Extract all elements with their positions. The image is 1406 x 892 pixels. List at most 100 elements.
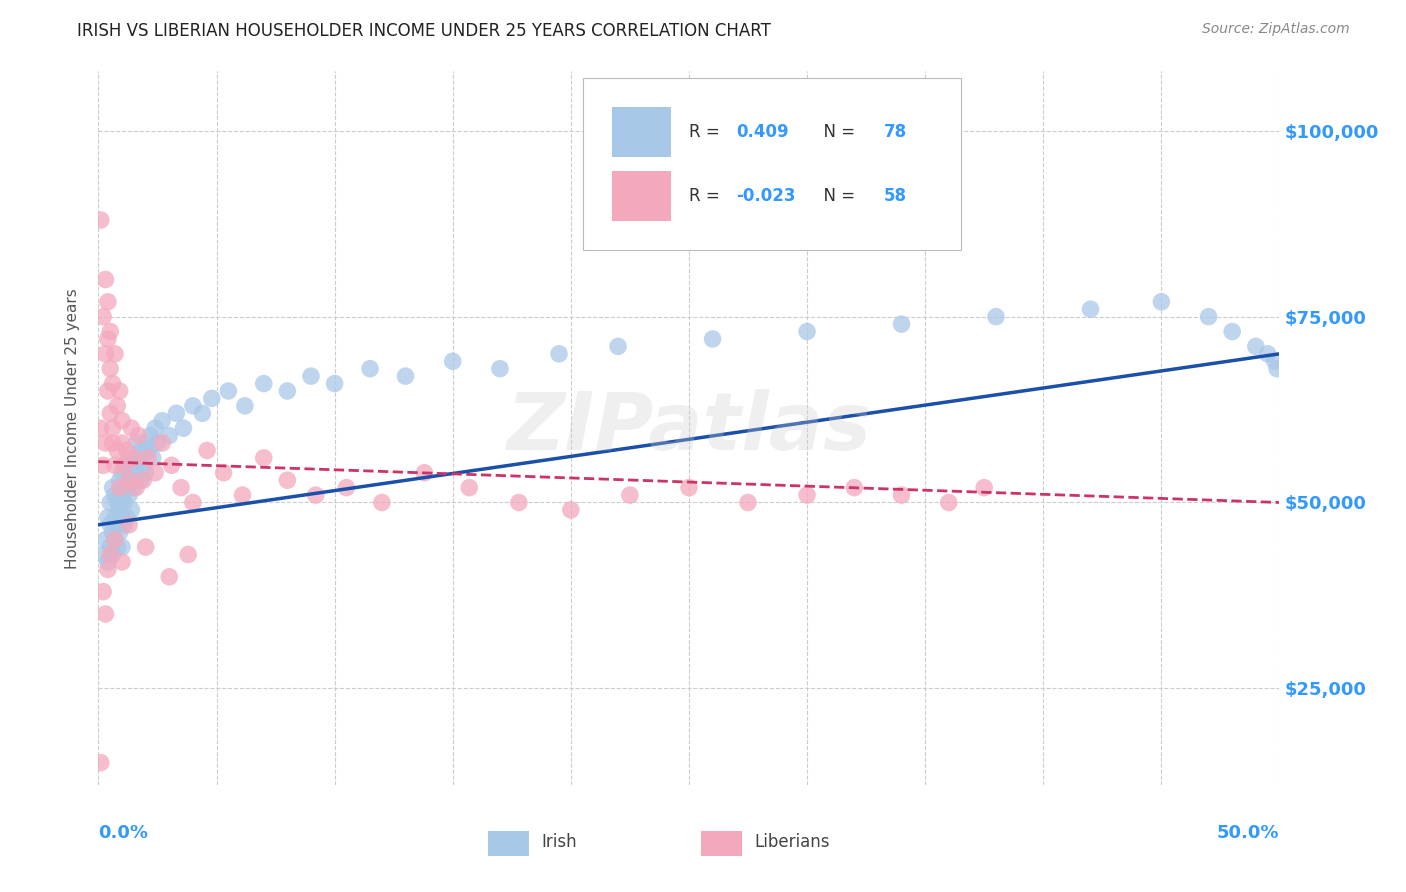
Point: [125, 436, 148, 450]
Point: [150, 436, 173, 450]
Point: [118, 450, 141, 465]
Point: [737, 495, 759, 509]
Point: [157, 570, 180, 584]
Point: [94, 607, 117, 621]
Point: [973, 481, 995, 495]
Point: [122, 450, 145, 465]
Text: 78: 78: [884, 123, 907, 141]
Point: [135, 540, 157, 554]
Bar: [612, 107, 671, 157]
Point: [191, 406, 214, 420]
Text: R =: R =: [689, 187, 725, 205]
Text: R =: R =: [689, 123, 725, 141]
Point: [108, 525, 131, 540]
Y-axis label: Householder Income Under 25 years: Householder Income Under 25 years: [65, 288, 80, 568]
Point: [125, 466, 148, 480]
Point: [97, 562, 120, 576]
Point: [157, 428, 180, 442]
Point: [104, 347, 127, 361]
Point: [508, 495, 530, 509]
Point: [548, 347, 571, 361]
Text: Source: ZipAtlas.com: Source: ZipAtlas.com: [1202, 22, 1350, 37]
Point: [607, 339, 630, 353]
Point: [125, 481, 148, 495]
Point: [136, 450, 159, 465]
Point: [115, 510, 138, 524]
Point: [938, 495, 960, 509]
Point: [104, 533, 127, 547]
Point: [98, 540, 121, 554]
Point: [111, 540, 134, 554]
Point: [98, 548, 121, 562]
Point: [135, 436, 157, 450]
Point: [177, 548, 200, 562]
Point: [118, 517, 141, 532]
Point: [136, 443, 159, 458]
Point: [115, 443, 138, 458]
Point: [135, 466, 157, 480]
Point: [172, 421, 194, 435]
Point: [121, 421, 143, 435]
Point: [105, 443, 128, 458]
Point: [118, 488, 141, 502]
Point: [142, 450, 165, 465]
Point: [94, 347, 117, 361]
Point: [1220, 325, 1243, 339]
Point: [276, 384, 298, 398]
Point: [101, 436, 124, 450]
Point: [104, 458, 127, 473]
Point: [231, 488, 253, 502]
Point: [90, 756, 112, 770]
Point: [129, 443, 152, 458]
Text: ZIPatlas: ZIPatlas: [506, 389, 872, 467]
Point: [890, 317, 912, 331]
Point: [122, 481, 145, 495]
Point: [489, 361, 512, 376]
Point: [305, 488, 328, 502]
Point: [121, 473, 143, 487]
Point: [253, 376, 276, 391]
Point: [371, 495, 394, 509]
Point: [97, 555, 120, 569]
FancyBboxPatch shape: [582, 78, 960, 250]
Point: [796, 325, 818, 339]
Point: [101, 376, 124, 391]
Bar: [612, 171, 671, 221]
Point: [394, 369, 416, 384]
Point: [111, 436, 134, 450]
Point: [441, 354, 464, 368]
Point: [90, 213, 112, 227]
Point: [678, 481, 700, 495]
Point: [94, 436, 117, 450]
Point: [118, 473, 141, 487]
Point: [560, 503, 582, 517]
Point: [111, 510, 134, 524]
Point: [181, 399, 204, 413]
Bar: [488, 831, 530, 856]
Point: [1150, 294, 1173, 309]
Point: [132, 473, 155, 487]
Point: [890, 488, 912, 502]
Point: [146, 436, 169, 450]
Point: [105, 540, 128, 554]
Point: [122, 458, 145, 473]
Point: [98, 361, 121, 376]
Point: [1080, 302, 1102, 317]
Point: [91, 458, 114, 473]
Point: [458, 481, 481, 495]
Point: [112, 458, 135, 473]
Point: [253, 450, 276, 465]
Point: [104, 488, 127, 502]
Point: [94, 272, 117, 286]
Point: [97, 384, 120, 398]
Point: [101, 548, 124, 562]
Text: 50.0%: 50.0%: [1218, 824, 1279, 842]
Point: [143, 421, 166, 435]
Point: [170, 481, 193, 495]
Point: [217, 384, 239, 398]
Point: [143, 466, 166, 480]
Point: [98, 406, 121, 420]
Point: [1244, 339, 1267, 353]
Point: [112, 517, 135, 532]
Point: [1257, 347, 1279, 361]
